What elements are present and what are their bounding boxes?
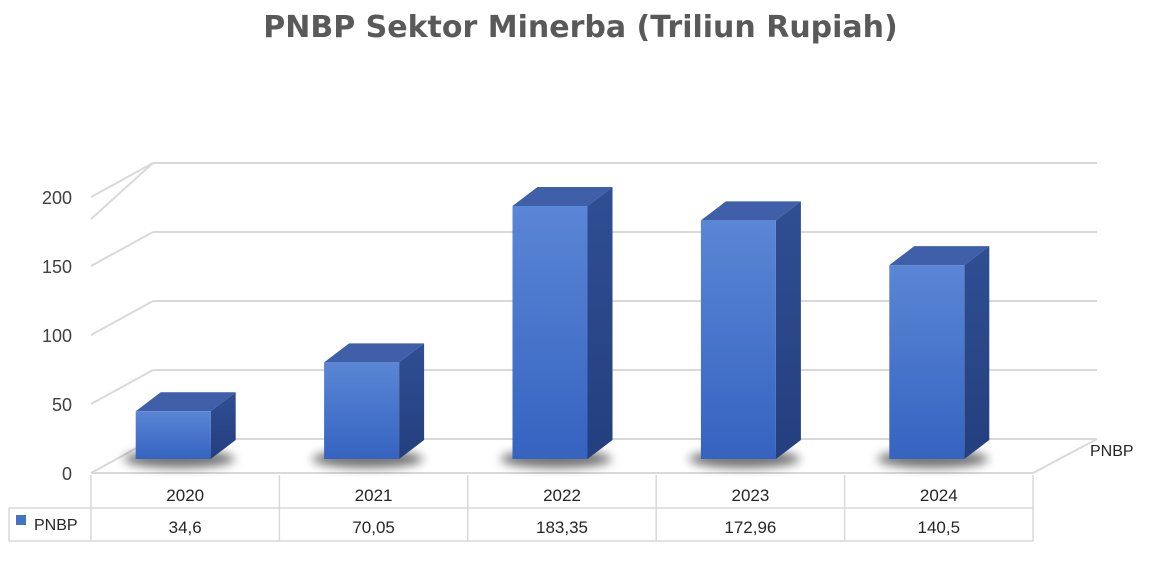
floor-edge (1032, 438, 1098, 474)
data-label: 172,96 (724, 518, 776, 537)
bar (700, 220, 776, 459)
bar (512, 205, 588, 459)
y-tick-label: 150 (42, 257, 72, 277)
data-table: PNBP 2020 34,6 2021 70,05 2022 183,35 2023 172,… (8, 475, 1034, 542)
legend-series-label: PNBP (34, 517, 78, 534)
bar-top (889, 246, 990, 266)
gridline-side (90, 162, 154, 220)
bar-side (775, 201, 801, 460)
y-tick-label: 200 (42, 188, 72, 208)
x-tick-label: 2022 (543, 486, 581, 505)
depth-axis-label: PNBP (1090, 443, 1134, 460)
data-label: 140,5 (918, 518, 961, 537)
bar-side (964, 246, 990, 459)
grid (90, 162, 1098, 474)
y-axis: 0 50 100 150 200 (42, 188, 72, 484)
x-tick-label: 2023 (731, 486, 769, 505)
data-label: 34,6 (169, 518, 202, 537)
bar-top (512, 186, 613, 206)
bar (889, 265, 965, 459)
gridline-side (90, 231, 154, 267)
y-tick-label: 50 (52, 395, 72, 415)
bar (135, 411, 211, 459)
gridline-side (90, 162, 154, 198)
y-tick-label: 100 (42, 326, 72, 346)
data-label: 70,05 (352, 518, 395, 537)
bar (324, 362, 400, 459)
gridline-side (90, 300, 154, 336)
y-tick-label: 0 (62, 464, 72, 484)
bar-top (700, 201, 801, 221)
bars (123, 186, 990, 468)
x-tick-label: 2021 (355, 486, 393, 505)
bar-side (399, 343, 425, 459)
chart-title: PNBP Sektor Minerba (Triliun Rupiah) (263, 10, 898, 45)
data-label: 183,35 (536, 518, 588, 537)
gridline-side (90, 369, 154, 405)
bar-side (587, 186, 613, 460)
x-tick-label: 2024 (920, 486, 958, 505)
bar-top (135, 392, 236, 412)
legend-swatch (16, 515, 26, 525)
bar-top (324, 343, 425, 363)
x-tick-label: 2020 (166, 486, 204, 505)
bar-side (210, 392, 236, 459)
